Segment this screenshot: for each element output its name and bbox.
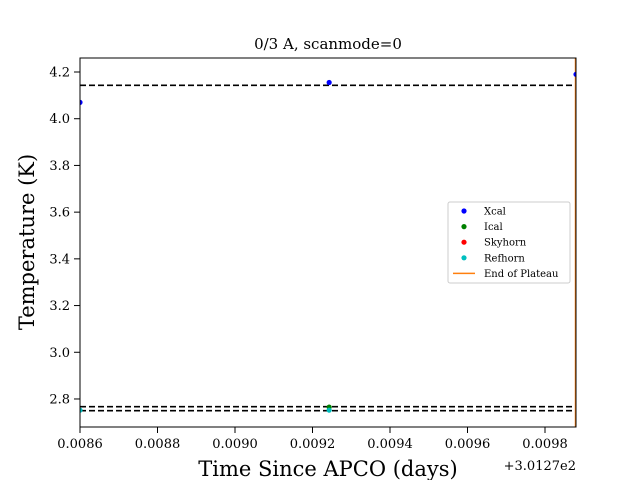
y-axis: 2.8 3.0 3.2 3.4 3.6 3.8 4.0 4.2 [49,66,80,407]
y-tick-label: 2.8 [49,392,70,407]
legend-marker-refhorn [461,255,467,261]
legend-label: Xcal [484,207,506,218]
legend-box [447,201,571,284]
x-axis: 0.0086 0.0088 0.0090 0.0092 0.0094 0.0096 0.00… [57,427,568,452]
x-tick-label: 0.0092 [290,437,336,452]
y-tick-label: 3.2 [49,299,70,314]
legend-label: End of Plateau [484,269,559,280]
x-tick-label: 0.0098 [522,437,568,452]
y-tick-label: 3.6 [49,206,70,221]
point-refhorn-0 [80,407,83,413]
legend-marker-ical [461,224,467,230]
point-xcal-0 [80,99,83,105]
y-tick-label: 3.4 [49,252,70,267]
x-axis-offset-label: +3.0127e2 [504,459,576,474]
x-axis-title: Time Since APCO (days) [198,457,457,480]
y-tick-label: 4.2 [49,66,70,81]
axes-frame [79,57,577,428]
x-tick-label: 0.0094 [367,437,413,452]
chart-title: 0/3 A, scanmode=0 [254,35,402,53]
legend-marker-xcal [461,208,467,214]
point-xcal-1 [326,79,332,86]
x-tick-label: 0.0088 [135,437,181,452]
y-axis-title: Temperature (K) [15,154,39,330]
point-xcal-2 [573,71,576,77]
x-tick-label: 0.0090 [212,437,258,452]
legend-label: Refhorn [484,253,525,264]
legend-marker-skyhorn [461,239,467,245]
y-tick-label: 3.0 [49,346,70,361]
x-tick-label: 0.0086 [57,437,103,452]
legend-label: Ical [484,222,503,233]
x-tick-label: 0.0096 [445,437,491,452]
y-tick-label: 4.0 [49,112,70,127]
point-refhorn-1 [326,407,332,413]
y-tick-label: 3.8 [49,159,70,174]
legend: Xcal Ical Skyhorn Refhorn End of Plateau [447,201,571,284]
legend-label: Skyhorn [484,238,527,249]
